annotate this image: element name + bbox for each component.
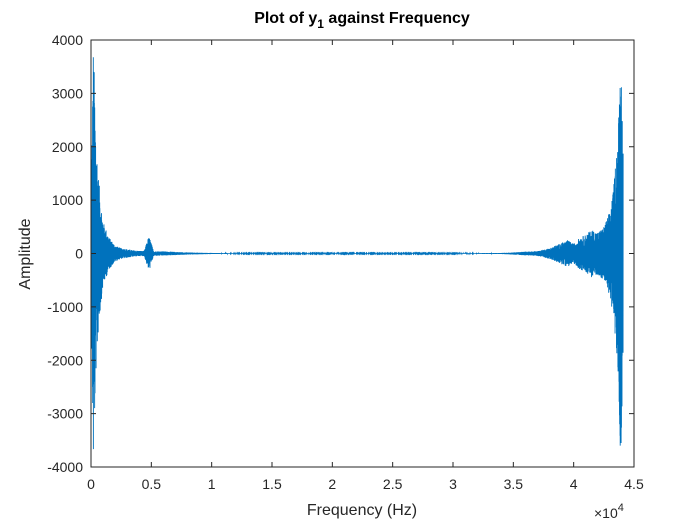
x-tick-label: 4 [570,476,578,492]
x-tick-label: 3.5 [504,476,524,492]
y-tick-label: -4000 [47,459,83,475]
y-tick-label: -3000 [47,406,83,422]
y-tick-label: -2000 [47,352,83,368]
y-tick-label: 0 [75,246,83,262]
x-axis-exponent-power: 4 [618,502,624,514]
x-axis-label: Frequency (Hz) [307,502,417,519]
x-tick-label: 0 [87,476,95,492]
x-axis-exponent: ×104 [594,502,624,521]
y-tick-label: 1000 [52,192,83,208]
x-tick-label: 3 [449,476,457,492]
y-tick-label: 3000 [52,85,83,101]
x-tick-label: 1.5 [262,476,282,492]
y-axis-ticks: -4000 -3000 -2000 -1000 0 1000 2000 3000 4000 [47,32,634,475]
series-group [90,57,624,450]
x-axis-ticks: 0 0.5 1 1.5 2 2.5 3 3.5 4 4.5 [87,40,644,492]
x-tick-label: 2.5 [383,476,403,492]
chart-title: Plot of y1 against Frequency [254,10,470,31]
y-tick-label: -1000 [47,299,83,315]
chart-title-subscript: 1 [317,17,324,31]
chart-title-suffix: against Frequency [324,10,470,27]
x-tick-label: 2 [328,476,336,492]
y-tick-label: 2000 [52,139,83,155]
x-tick-label: 1 [208,476,216,492]
y-axis-label: Amplitude [17,218,34,289]
y-tick-label: 4000 [52,32,83,48]
x-tick-label: 0.5 [142,476,162,492]
series-line [90,57,624,450]
x-axis-exponent-base: ×10 [594,505,618,521]
x-tick-label: 4.5 [624,476,644,492]
chart-title-prefix: Plot of y [254,10,317,27]
